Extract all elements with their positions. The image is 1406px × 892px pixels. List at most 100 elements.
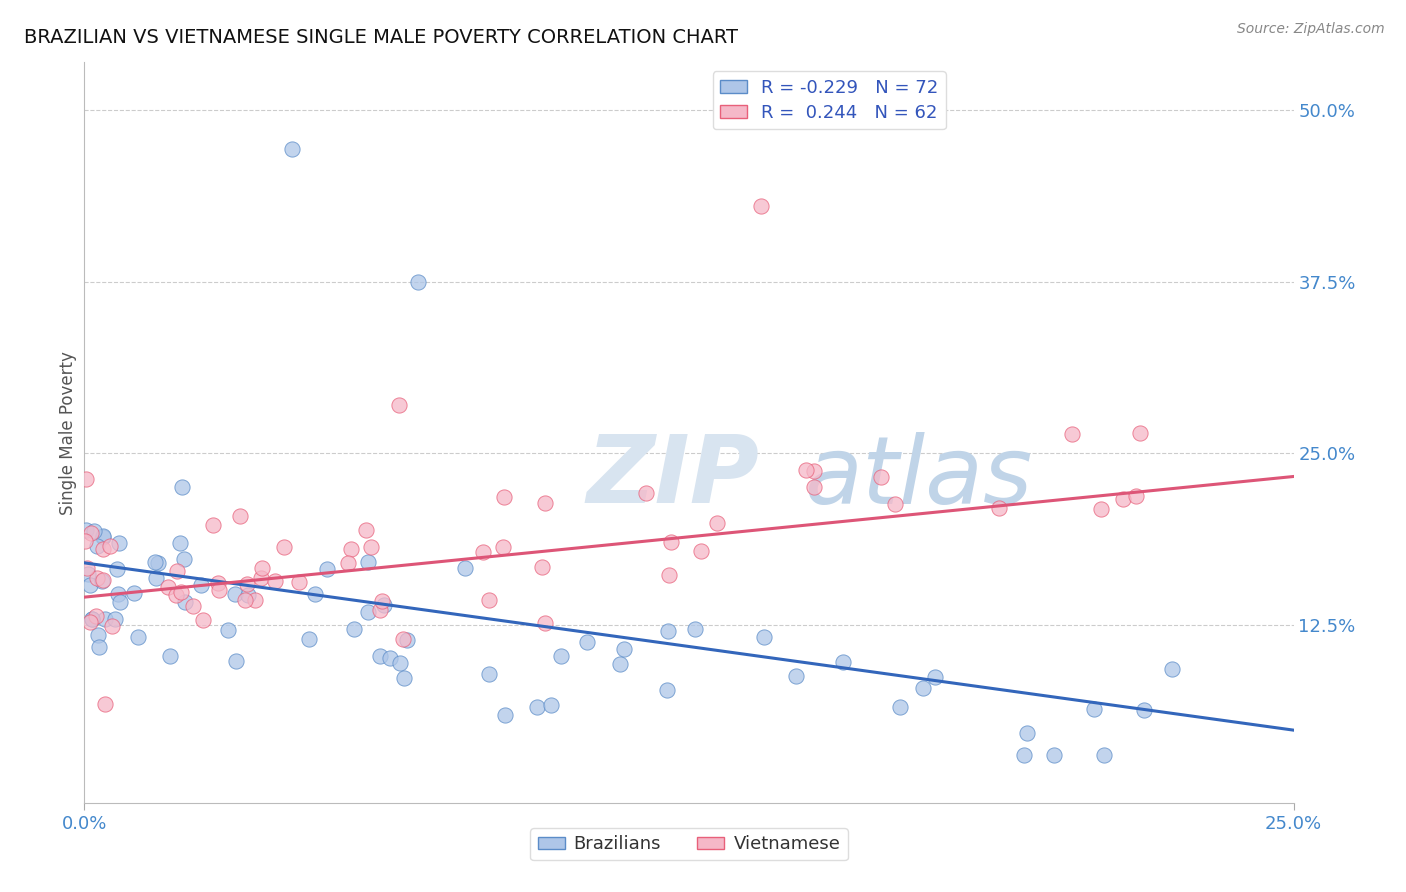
Point	[526, 699, 548, 714]
Point	[79, 578, 101, 592]
Point	[169, 536, 191, 550]
Point	[494, 491, 516, 505]
Point	[1129, 425, 1152, 440]
Point	[391, 632, 413, 647]
Point	[76, 567, 98, 582]
Point	[191, 613, 214, 627]
Text: BRAZILIAN VS VIETNAMESE SINGLE MALE POVERTY CORRELATION CHART: BRAZILIAN VS VIETNAMESE SINGLE MALE POVE…	[24, 28, 738, 47]
Point	[534, 615, 557, 630]
Point	[831, 656, 853, 670]
Point	[911, 681, 934, 696]
Point	[86, 628, 108, 642]
Point	[356, 606, 378, 620]
Point	[1133, 703, 1156, 717]
Point	[145, 571, 167, 585]
Text: Source: ZipAtlas.com: Source: ZipAtlas.com	[1237, 22, 1385, 37]
Point	[165, 588, 187, 602]
Point	[105, 562, 128, 576]
Point	[378, 650, 401, 665]
Point	[752, 630, 775, 644]
Point	[988, 501, 1011, 516]
Point	[236, 588, 259, 602]
Point	[190, 578, 212, 592]
Point	[94, 698, 117, 712]
Point	[478, 592, 501, 607]
Point	[108, 595, 131, 609]
Point	[170, 480, 193, 494]
Point	[492, 540, 515, 554]
Point	[181, 599, 204, 613]
Point	[690, 544, 713, 558]
Point	[360, 540, 382, 554]
Point	[80, 612, 103, 626]
Point	[1062, 426, 1084, 441]
Point	[93, 528, 115, 542]
Point	[609, 657, 631, 672]
Point	[159, 648, 181, 663]
Point	[533, 495, 555, 509]
Point	[122, 586, 145, 600]
Point	[373, 599, 395, 613]
Point	[869, 469, 891, 483]
Point	[794, 463, 817, 477]
Point	[389, 656, 412, 670]
Point	[287, 574, 309, 589]
Point	[530, 559, 553, 574]
Point	[785, 669, 807, 683]
Point	[658, 567, 681, 582]
Point	[170, 585, 193, 599]
Point	[392, 671, 415, 685]
Point	[207, 582, 229, 597]
Point	[924, 670, 946, 684]
Point	[157, 580, 180, 594]
Point	[354, 523, 377, 537]
Point	[889, 700, 911, 714]
Point	[655, 683, 678, 698]
Point	[657, 624, 679, 638]
Point	[98, 539, 121, 553]
Point	[454, 560, 477, 574]
Point	[576, 635, 599, 649]
Point	[264, 574, 287, 589]
Point	[683, 622, 706, 636]
Point	[108, 535, 131, 549]
Point	[79, 615, 101, 629]
Point	[613, 641, 636, 656]
Point	[87, 640, 110, 654]
Point	[803, 464, 825, 478]
Point	[173, 552, 195, 566]
Point	[90, 574, 112, 588]
Legend: Brazilians, Vietnamese: Brazilians, Vietnamese	[530, 828, 848, 861]
Point	[127, 631, 149, 645]
Point	[146, 556, 169, 570]
Point	[884, 497, 907, 511]
Point	[304, 587, 326, 601]
Point	[1090, 502, 1112, 516]
Point	[76, 523, 98, 537]
Point	[1112, 492, 1135, 507]
Point	[86, 540, 108, 554]
Point	[281, 142, 304, 156]
Point	[1092, 747, 1115, 762]
Point	[396, 632, 419, 647]
Point	[634, 486, 657, 500]
Point	[91, 542, 114, 557]
Point	[166, 564, 188, 578]
Point	[540, 698, 562, 712]
Point	[315, 562, 337, 576]
Point	[75, 472, 97, 486]
Point	[207, 576, 229, 591]
Point	[101, 619, 124, 633]
Y-axis label: Single Male Poverty: Single Male Poverty	[59, 351, 77, 515]
Point	[76, 561, 98, 575]
Point	[83, 524, 105, 539]
Point	[174, 595, 197, 609]
Point	[217, 623, 239, 637]
Point	[406, 275, 429, 289]
Point	[249, 571, 271, 585]
Point	[371, 594, 394, 608]
Point	[91, 573, 114, 587]
Point	[202, 518, 225, 533]
Point	[1083, 702, 1105, 716]
Point	[143, 555, 166, 569]
